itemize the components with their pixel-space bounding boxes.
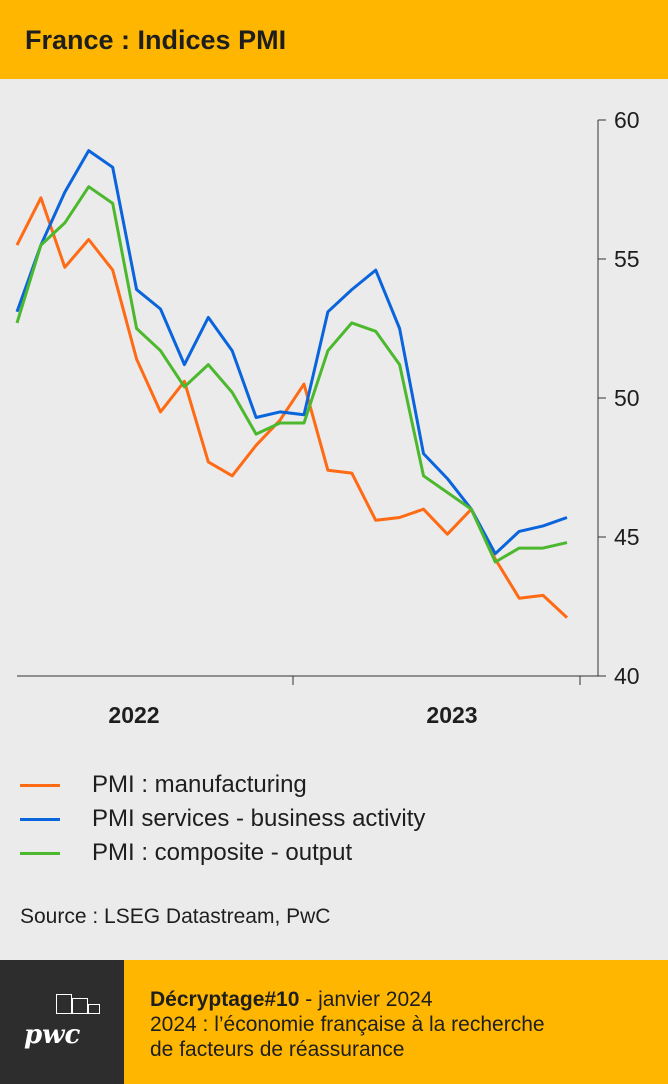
chart-title: France : Indices PMI [25, 25, 287, 55]
legend-item: PMI : composite - output [20, 836, 425, 870]
legend-label: PMI services - business activity [92, 805, 426, 832]
header-bar: France : Indices PMI [0, 0, 668, 79]
footer-subtitle-line1: 2024 : l’économie française à la recherc… [150, 1013, 545, 1036]
series-line-0 [15, 196, 569, 619]
y-tick-label: 45 [614, 524, 640, 550]
y-tick-label: 55 [614, 246, 640, 272]
footer-subtitle-line2: de facteurs de réassurance [150, 1038, 405, 1061]
y-tick-label: 60 [614, 107, 640, 133]
pwc-logo: pwc [0, 960, 124, 1084]
legend-item: PMI services - business activity [20, 802, 425, 836]
x-tick-label: 2022 [108, 702, 159, 728]
legend-label: PMI : manufacturing [92, 771, 307, 798]
legend-swatch [20, 783, 60, 787]
footer: pwc Décryptage#10 - janvier 2024 2024 : … [0, 960, 668, 1084]
x-tick-label: 2023 [426, 702, 477, 728]
legend: PMI : manufacturing PMI services - busine… [20, 768, 425, 870]
legend-swatch [20, 851, 60, 855]
series-label: Décryptage#10 [150, 988, 300, 1011]
legend-swatch [20, 817, 60, 821]
y-tick-label: 40 [614, 663, 640, 689]
pmi-line-chart: 60 55 50 45 40 2022 2023 [15, 107, 640, 728]
logo-building-icon [72, 998, 88, 1014]
legend-label: PMI : composite - output [92, 839, 353, 866]
series-line-1 [15, 149, 568, 556]
footer-text: Décryptage#10 - janvier 2024 2024 : l’éc… [150, 987, 545, 1062]
logo-building-icon [56, 994, 72, 1014]
logo-building-icon [88, 1004, 100, 1014]
source-note: Source : LSEG Datastream, PwC [20, 905, 331, 928]
series-line-2 [15, 185, 568, 564]
y-tick-label: 50 [614, 385, 640, 411]
logo-text: pwc [24, 1020, 81, 1050]
publication-date: - janvier 2024 [299, 988, 433, 1011]
legend-item: PMI : manufacturing [20, 768, 425, 802]
